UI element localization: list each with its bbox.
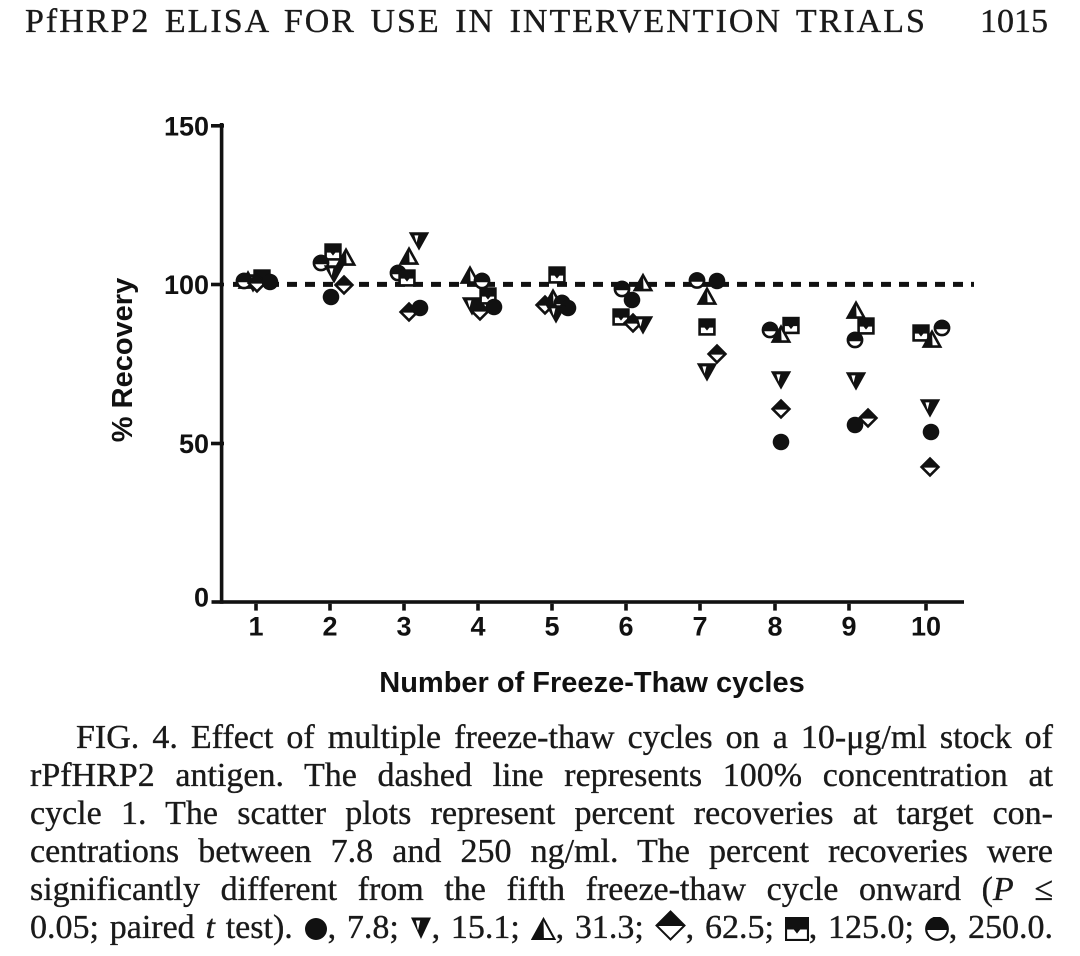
svg-text:10: 10 (911, 612, 941, 642)
svg-text:7: 7 (692, 612, 707, 642)
svg-text:100: 100 (164, 270, 209, 300)
svg-text:0: 0 (194, 583, 209, 613)
svg-text:4: 4 (470, 612, 485, 642)
svg-text:3: 3 (396, 612, 411, 642)
svg-text:2: 2 (322, 612, 337, 642)
svg-text:6: 6 (618, 612, 633, 642)
svg-text:50: 50 (179, 429, 209, 459)
svg-text:150: 150 (164, 112, 209, 142)
svg-text:8: 8 (767, 612, 782, 642)
svg-text:1: 1 (248, 612, 263, 642)
svg-text:Number of Freeze-Thaw cycles: Number of Freeze-Thaw cycles (379, 667, 804, 699)
svg-text:5: 5 (544, 612, 559, 642)
svg-text:9: 9 (841, 612, 856, 642)
svg-text:% Recovery: % Recovery (107, 278, 139, 442)
